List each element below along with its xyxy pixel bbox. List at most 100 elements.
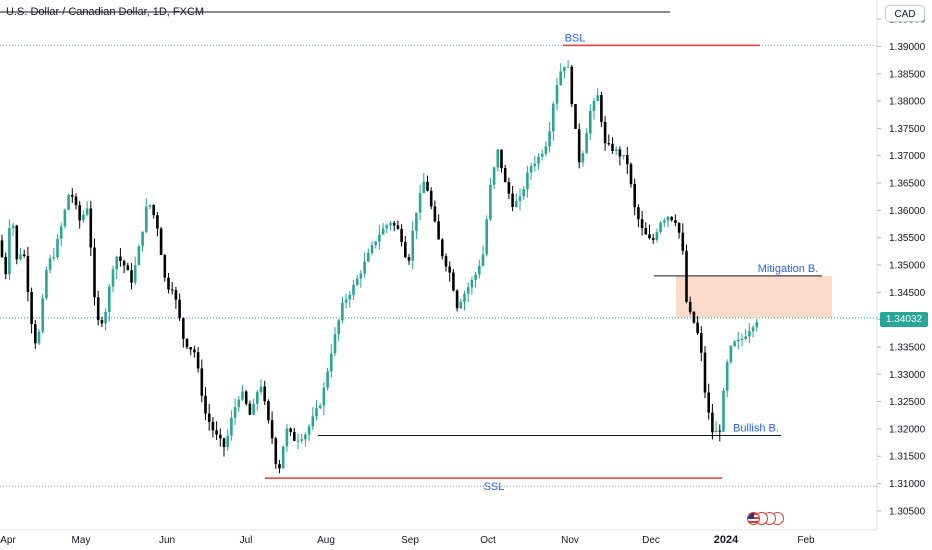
- candle-body: [274, 438, 278, 465]
- us-flag-icon[interactable]: [747, 512, 760, 525]
- candle-body: [441, 239, 444, 257]
- candle-body: [78, 205, 81, 221]
- candle-body: [389, 223, 392, 226]
- candle-body: [626, 155, 629, 165]
- candle-body: [93, 247, 96, 298]
- candle-body: [392, 223, 396, 226]
- candle-body: [41, 298, 44, 332]
- candle-body: [404, 242, 407, 258]
- candle-body: [318, 405, 322, 408]
- candle-body: [307, 426, 311, 435]
- candle-body: [533, 163, 537, 167]
- candle-body: [119, 256, 122, 261]
- candle-body: [100, 319, 104, 324]
- candle-body: [256, 391, 259, 404]
- candle-body: [740, 338, 744, 340]
- candle-body: [182, 318, 185, 339]
- currency-button[interactable]: CAD: [885, 5, 925, 22]
- candle-body: [74, 196, 78, 206]
- event-flags[interactable]: [747, 512, 784, 526]
- candle-body: [552, 103, 555, 132]
- candle-body: [596, 95, 599, 101]
- candle-body: [8, 228, 11, 275]
- candle-body: [11, 225, 15, 229]
- candle-body: [311, 416, 315, 427]
- candle-body: [563, 66, 566, 72]
- candle-body: [344, 299, 348, 303]
- candle-body: [481, 254, 485, 266]
- candle-body: [470, 279, 474, 288]
- candle-body: [174, 290, 178, 300]
- candle-body: [241, 391, 244, 400]
- candle-body: [215, 430, 218, 435]
- candle-body: [34, 324, 37, 344]
- candle-body: [115, 256, 118, 270]
- candle-body: [370, 245, 374, 253]
- candle-body: [737, 339, 740, 342]
- x-tick-label: Feb: [797, 535, 815, 546]
- candle-body: [515, 201, 518, 207]
- candle-body: [544, 146, 548, 154]
- candle-body: [418, 193, 422, 213]
- candle-body: [341, 302, 344, 321]
- candle-body: [555, 85, 559, 104]
- candle-body: [374, 241, 377, 246]
- y-tick-label: 1.36000: [889, 206, 926, 217]
- candle-body: [85, 208, 89, 215]
- y-tick-label: 1.37500: [889, 124, 926, 135]
- candle-body: [518, 196, 522, 202]
- candle-body: [207, 413, 211, 422]
- annotation-mitigation: Mitigation B.: [758, 263, 819, 275]
- y-tick-label: 1.38000: [889, 97, 926, 108]
- candle-body: [159, 228, 163, 256]
- candle-body: [126, 265, 130, 271]
- candle-body: [681, 232, 685, 251]
- candle-body: [367, 252, 370, 262]
- candle-body: [500, 149, 503, 169]
- candle-body: [640, 219, 644, 229]
- candle-body: [529, 166, 533, 173]
- candle-body: [333, 334, 337, 354]
- candle-body: [19, 254, 22, 260]
- candle-body: [618, 149, 622, 157]
- x-tick-label: Aug: [317, 535, 335, 546]
- candle-body: [589, 110, 592, 134]
- candle-body: [196, 352, 200, 369]
- candle-body: [448, 266, 451, 273]
- candle-body: [537, 156, 540, 164]
- candle-body: [722, 390, 725, 432]
- candle-body: [167, 277, 170, 290]
- candle-body: [211, 421, 215, 431]
- candle-body: [67, 194, 70, 210]
- candle-body: [315, 407, 318, 417]
- candle-body: [59, 226, 63, 239]
- candle-body: [466, 287, 470, 294]
- candle-body: [633, 184, 636, 208]
- candle-body: [711, 412, 714, 433]
- y-tick-label: 1.33500: [889, 342, 926, 353]
- candle-body: [577, 128, 581, 163]
- candle-body: [655, 232, 659, 241]
- candle-body: [259, 386, 263, 392]
- candle-body: [411, 230, 414, 261]
- candle-body: [163, 255, 167, 278]
- candle-body: [751, 327, 755, 332]
- annotation-bullish: Bullish B.: [733, 422, 779, 434]
- candle-body: [685, 250, 688, 302]
- candle-body: [574, 104, 577, 129]
- candle-body: [152, 204, 155, 216]
- candle-body: [267, 401, 270, 421]
- candle-body: [585, 133, 588, 154]
- candle-body: [729, 345, 733, 363]
- candle-body: [133, 265, 137, 283]
- candle-body: [566, 66, 570, 68]
- candle-body: [437, 221, 440, 240]
- y-tick-label: 1.32500: [889, 397, 926, 408]
- candle-body: [677, 222, 681, 233]
- candle-body: [141, 231, 144, 247]
- x-tick-label: Oct: [480, 535, 496, 546]
- candle-body: [581, 153, 585, 163]
- candle-body: [378, 234, 381, 242]
- candle-body: [89, 208, 93, 248]
